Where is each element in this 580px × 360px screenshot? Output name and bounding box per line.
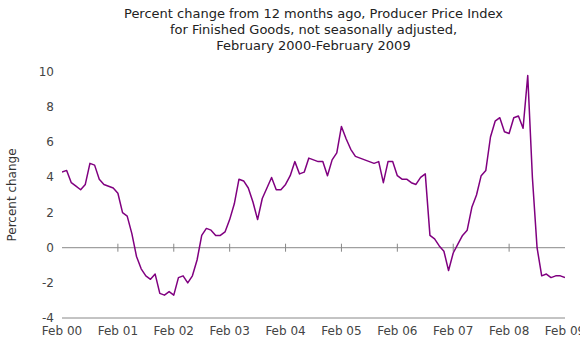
- y-tick-label: 0: [46, 241, 54, 255]
- zero-line-tick: [397, 244, 398, 252]
- title: Percent change from 12 months ago, Produ…: [124, 6, 503, 53]
- chart: Percent change from 12 months ago, Produ…: [0, 0, 580, 360]
- zero-line-tick: [341, 244, 342, 252]
- x-tick-label: Feb 09: [545, 324, 580, 338]
- y-tick-label: 10: [39, 65, 54, 79]
- x-tick-label: Feb 05: [321, 324, 361, 338]
- y-tick-label: 4: [46, 170, 54, 184]
- zero-line-tick: [117, 244, 118, 252]
- y-tick-label: 6: [46, 135, 54, 149]
- zero-line-tick: [173, 244, 174, 252]
- y-tick-label: 2: [46, 206, 54, 220]
- zero-line-tick: [229, 244, 230, 252]
- y-axis-label: Percent change: [5, 148, 19, 241]
- x-tick-label: Feb 01: [98, 324, 138, 338]
- y-tick-label: -2: [42, 276, 54, 290]
- x-tick-label: Feb 07: [433, 324, 473, 338]
- y-tick-label: 8: [46, 100, 54, 114]
- title-line: for Finished Goods, not seasonally adjus…: [170, 22, 457, 37]
- title-line: Percent change from 12 months ago, Produ…: [124, 6, 503, 21]
- line: [62, 76, 565, 296]
- x-tick-label: Feb 00: [42, 324, 82, 338]
- title-line: February 2000-February 2009: [216, 38, 410, 53]
- x-tick-label: Feb 03: [209, 324, 249, 338]
- x-axis-line: [62, 318, 565, 319]
- y-tick-label: -4: [42, 311, 54, 325]
- plot-area: [62, 76, 565, 296]
- x-tick-label: Feb 02: [154, 324, 194, 338]
- x-tick-label: Feb 04: [265, 324, 305, 338]
- zero-line-tick: [453, 244, 454, 252]
- x-tick-label: Feb 06: [377, 324, 417, 338]
- x-tick-label: Feb 08: [489, 324, 529, 338]
- zero-line-tick: [285, 244, 286, 252]
- zero-line-tick: [509, 244, 510, 252]
- zero-line: [62, 247, 565, 248]
